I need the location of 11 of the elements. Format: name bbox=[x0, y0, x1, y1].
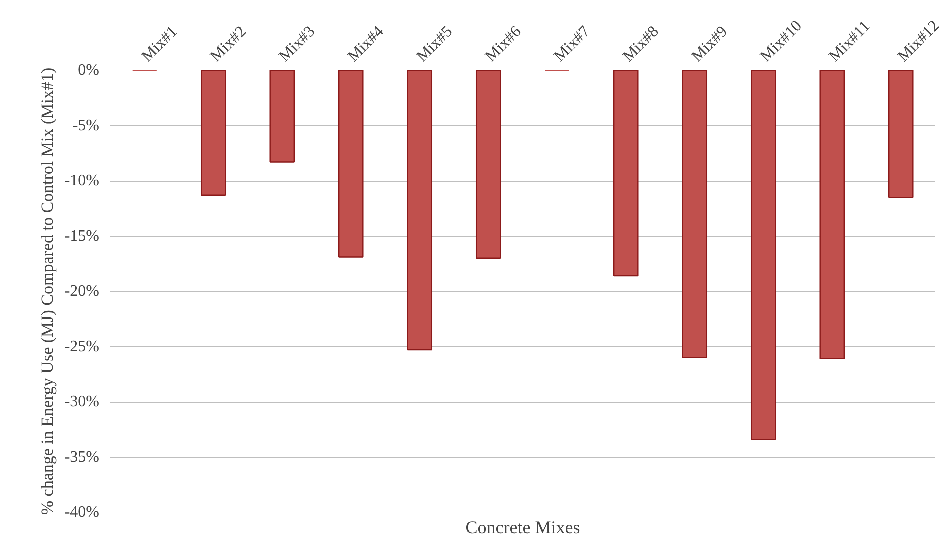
y-tick-label: 0% bbox=[78, 62, 100, 79]
y-tick-label: -25% bbox=[64, 338, 100, 356]
y-tick-label: -20% bbox=[64, 283, 100, 300]
y-tick-label: -35% bbox=[64, 448, 100, 466]
y-tick-label: -10% bbox=[64, 172, 100, 190]
y-tick-label: -30% bbox=[64, 394, 100, 410]
y-tick-label: -15% bbox=[64, 228, 100, 245]
x-axis-title: Concrete Mixes bbox=[466, 518, 580, 538]
y-tick-label: -40% bbox=[64, 504, 100, 521]
y-axis-title: % change in Energy Use (MJ) Compared to Control Mix (Mix#1) bbox=[38, 68, 57, 516]
y-tick-label: -5% bbox=[72, 117, 100, 134]
